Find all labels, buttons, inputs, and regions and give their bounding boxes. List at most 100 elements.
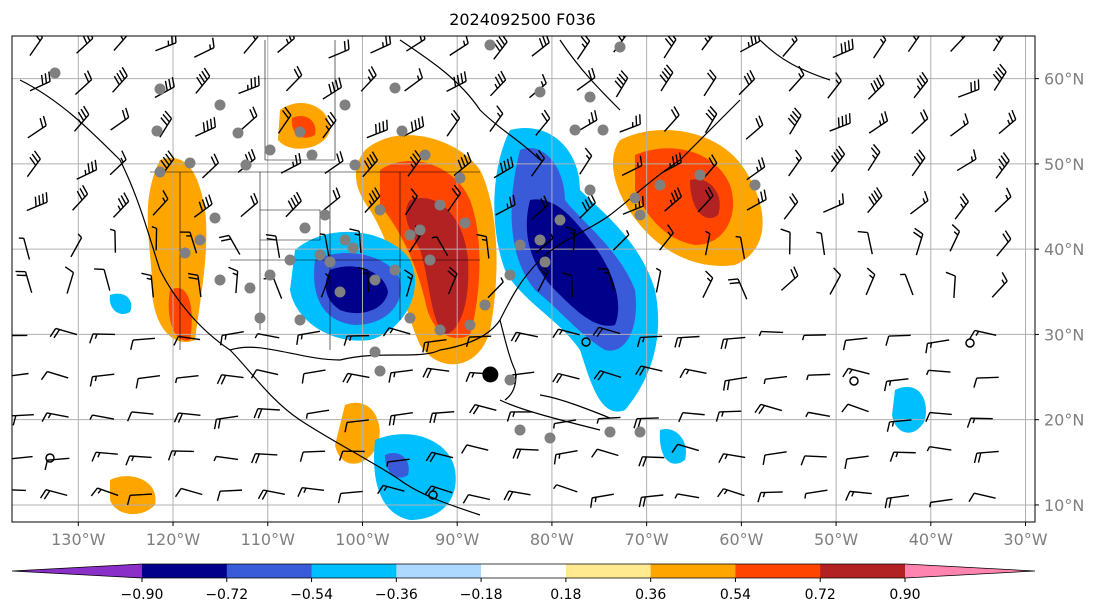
calm-circle [965,338,975,348]
station-dot [629,192,641,204]
colorbar-segment [396,564,482,578]
wind-barb [113,36,128,51]
wind-barb [787,107,802,135]
wind-barb [453,152,472,177]
wind-barb [929,498,953,508]
wind-barb [469,403,497,415]
wind-barb [949,224,961,252]
wind-barb [447,184,462,212]
wind-barb [219,330,244,346]
station-dot [539,256,551,268]
lon-label: 30°W [1003,530,1047,549]
wind-barb [403,269,414,297]
wind-barb [663,106,680,132]
station-dot [484,39,496,51]
wind-barb [718,453,746,463]
wind-barb [174,487,203,498]
wind-barb [973,376,999,388]
colorbar-tick-label: −0.18 [460,587,503,603]
station-dot [154,166,166,178]
colorbar-segment [565,564,652,578]
lat-label: 50°N [1044,155,1084,174]
wind-barb [552,372,580,384]
wind-barb [535,109,551,136]
wind-barb [679,368,707,379]
wind-barb [671,443,700,453]
wind-barb [957,79,980,98]
wind-barb [728,278,748,300]
wind-barb [593,370,622,381]
wind-barb [552,328,580,339]
wind-barb [73,105,90,132]
wind-barb [193,194,213,218]
wind-barb [531,36,550,57]
wind-barb [431,236,449,257]
station-dot [214,99,226,111]
station-dot [184,157,196,169]
wind-barb [216,374,244,385]
wind-barb [636,335,663,348]
wind-barb [746,189,767,211]
lat-label: 40°N [1044,240,1084,259]
wind-barb [243,36,259,54]
wind-barb [216,489,243,501]
wind-barb [638,456,665,467]
wind-barb [577,110,598,132]
wind-barb [674,493,700,499]
negative-anomaly-atlantic-small [109,293,926,464]
wind-barb [590,493,614,508]
wind-barb [388,411,413,426]
wind-barb [219,234,241,255]
wind-barb [94,268,111,291]
wind-barb [27,115,47,139]
wind-barb [633,417,659,429]
wind-barb [301,369,326,384]
wind-barb [763,375,788,385]
wind-barb [112,66,128,93]
wind-barb [487,277,504,299]
wind-barb [174,374,199,384]
wind-barb [596,416,621,424]
station-dot [569,124,581,136]
wind-barb [447,266,458,295]
wind-barb [342,372,370,384]
station-dot [294,314,306,326]
wind-barb [12,334,28,337]
station-dot [264,144,276,156]
station-dot [194,234,206,246]
calm-circle [581,337,591,347]
station-dot [464,319,476,331]
wind-barb [873,36,887,59]
station-dot [264,269,276,281]
wind-barb [322,77,343,100]
colorbar-extend-high [905,564,1035,578]
lon-label: 110°W [241,530,296,549]
station-dot [424,254,436,266]
colorbar-tick-label: −0.54 [290,587,333,603]
wind-barb [503,490,531,501]
wind-barb [867,187,883,214]
wind-barb [911,149,926,177]
lat-label: 20°N [1044,411,1084,430]
wind-barb [449,36,469,56]
station-dot [154,83,166,95]
wind-barb [565,225,576,253]
lon-label: 70°W [625,530,669,549]
wind-barb [745,115,764,140]
colorbar-tick-label: 0.90 [889,587,920,603]
wind-barb [845,490,872,501]
wind-barb [867,143,881,172]
wind-barb [44,457,70,471]
station-dot [654,179,666,191]
wind-barb [801,334,827,341]
wind-barb [512,448,539,459]
wind-barb [722,376,748,391]
wind-barb [783,193,799,220]
wind-barb [995,152,1010,179]
wind-barb [109,228,117,253]
wind-barb [576,67,596,91]
wind-barb [109,150,127,176]
station-dot [504,269,516,281]
wind-barb [126,493,153,506]
